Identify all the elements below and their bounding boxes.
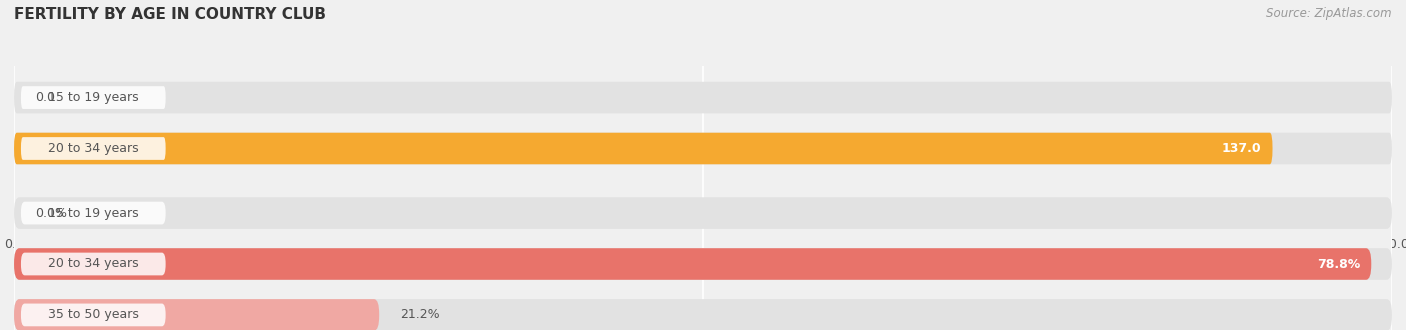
- FancyBboxPatch shape: [21, 304, 166, 326]
- FancyBboxPatch shape: [14, 299, 380, 330]
- Text: 78.8%: 78.8%: [1317, 257, 1360, 271]
- FancyBboxPatch shape: [14, 248, 1371, 280]
- Text: 45.0: 45.0: [449, 193, 477, 206]
- Text: 0.0%: 0.0%: [35, 207, 66, 219]
- FancyBboxPatch shape: [21, 86, 166, 109]
- FancyBboxPatch shape: [14, 133, 1392, 164]
- FancyBboxPatch shape: [21, 137, 166, 160]
- Text: 15 to 19 years: 15 to 19 years: [48, 91, 139, 104]
- Text: FERTILITY BY AGE IN COUNTRY CLUB: FERTILITY BY AGE IN COUNTRY CLUB: [14, 7, 326, 21]
- Text: 21.2%: 21.2%: [399, 309, 440, 321]
- Text: 20 to 34 years: 20 to 34 years: [48, 257, 139, 271]
- FancyBboxPatch shape: [14, 248, 1392, 280]
- FancyBboxPatch shape: [14, 82, 1392, 114]
- FancyBboxPatch shape: [14, 133, 1272, 164]
- FancyBboxPatch shape: [21, 253, 166, 275]
- Text: Source: ZipAtlas.com: Source: ZipAtlas.com: [1267, 7, 1392, 19]
- Text: 15 to 19 years: 15 to 19 years: [48, 207, 139, 219]
- FancyBboxPatch shape: [21, 188, 166, 211]
- FancyBboxPatch shape: [14, 183, 427, 215]
- Text: 35 to 50 years: 35 to 50 years: [48, 309, 139, 321]
- Text: 20 to 34 years: 20 to 34 years: [48, 142, 139, 155]
- Text: 0.0: 0.0: [35, 91, 55, 104]
- FancyBboxPatch shape: [14, 183, 1392, 215]
- FancyBboxPatch shape: [14, 197, 1392, 229]
- Text: 35 to 50 years: 35 to 50 years: [48, 193, 139, 206]
- FancyBboxPatch shape: [21, 202, 166, 224]
- Text: 137.0: 137.0: [1222, 142, 1261, 155]
- FancyBboxPatch shape: [14, 299, 1392, 330]
